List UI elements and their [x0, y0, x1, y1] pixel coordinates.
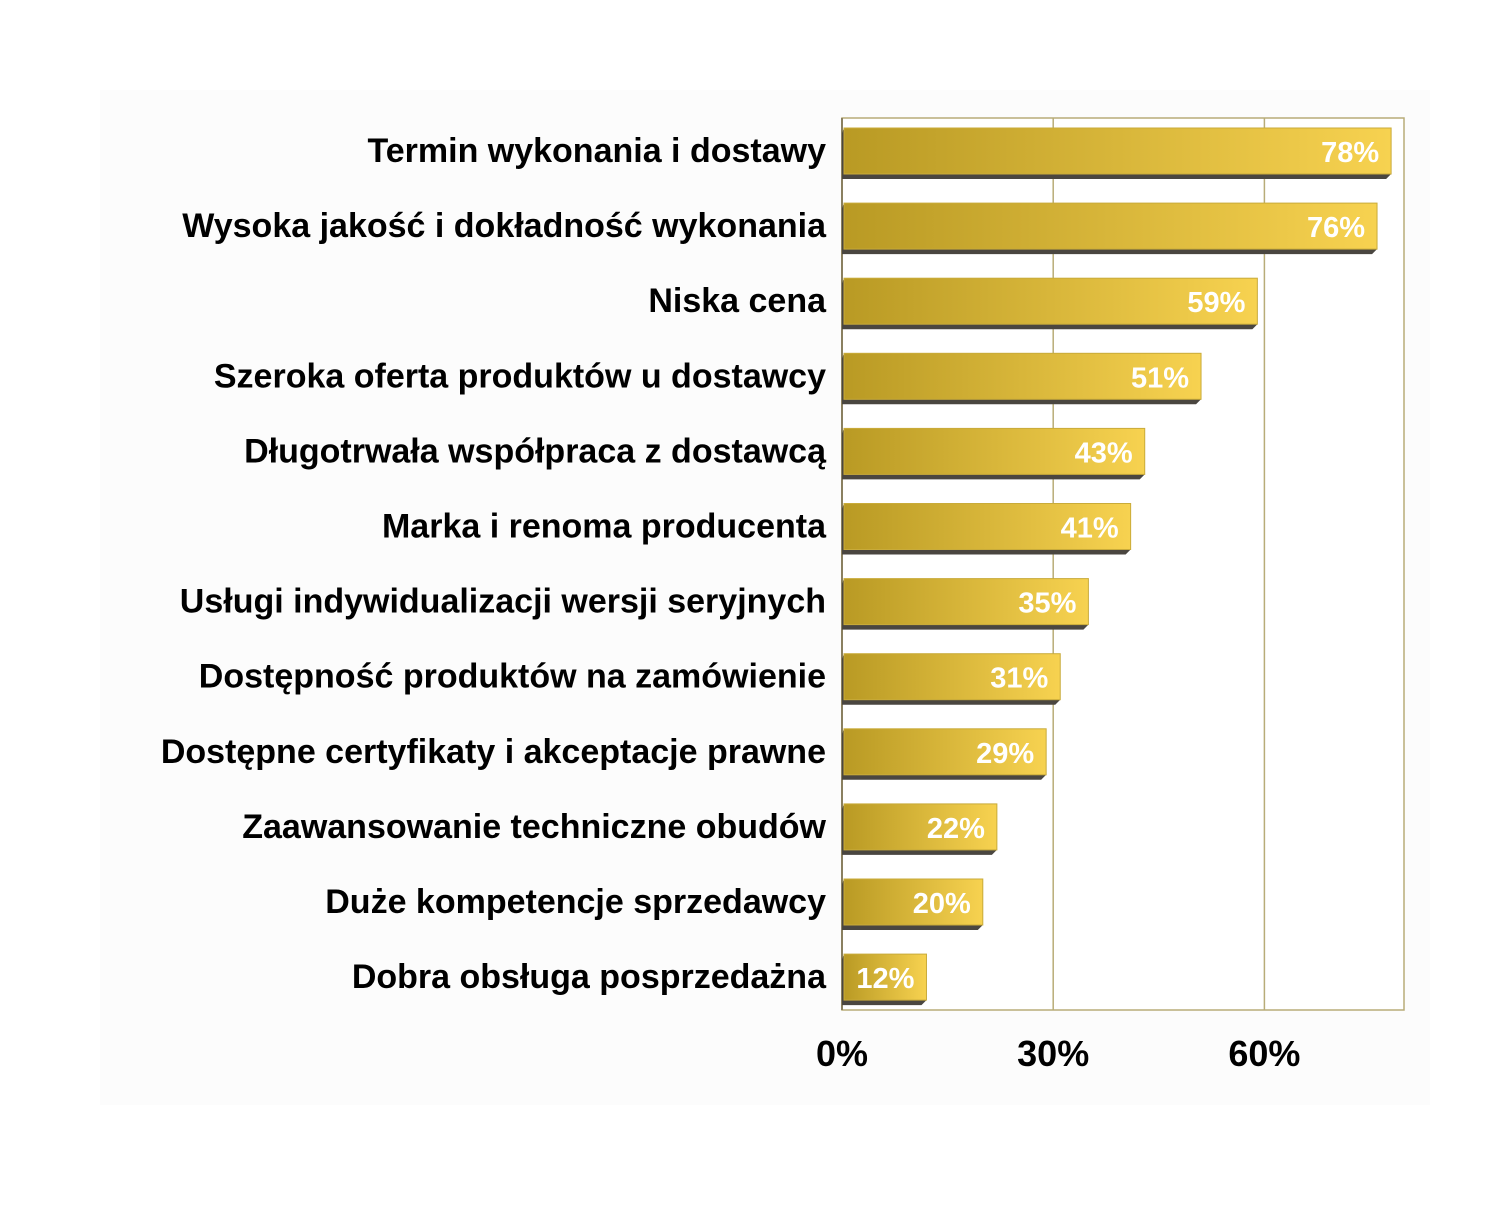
gridlines [841, 117, 1405, 1011]
bar-group: 41% [842, 503, 1132, 555]
category-label: Duże kompetencje sprzedawcy [325, 883, 826, 921]
bar-group: 35% [842, 578, 1089, 630]
bar [843, 578, 1089, 626]
x-tick-label: 30% [1017, 1033, 1089, 1074]
bar [843, 803, 998, 851]
bar-group: 20% [842, 878, 984, 930]
value-label: 22% [927, 813, 985, 845]
bar-group: 76% [842, 202, 1378, 255]
x-tick-label: 60% [1228, 1033, 1300, 1074]
bar-group: 31% [842, 653, 1061, 705]
category-label: Marka i renoma producenta [382, 508, 827, 546]
value-label: 12% [856, 963, 914, 995]
category-labels: Termin wykonania i dostawy Wysoka jakość … [161, 132, 827, 996]
bar-group: 51% [842, 352, 1202, 405]
plot-frame [841, 117, 1405, 1011]
value-label: 51% [1131, 362, 1189, 394]
value-label: 35% [1018, 588, 1076, 620]
bars: 78% 76% 59% 51% 43% 41% 35% 31% 29% 22% 20% 12% [842, 127, 1392, 1006]
bar-group: 43% [842, 427, 1146, 480]
bar [843, 878, 984, 926]
value-label: 43% [1075, 437, 1133, 469]
category-label: Dostępność produktów na zamówienie [199, 658, 826, 696]
category-label: Zaawansowanie techniczne obudów [242, 808, 826, 846]
value-label: 20% [913, 888, 971, 920]
category-label: Termin wykonania i dostawy [368, 132, 827, 170]
category-label: Wysoka jakość i dokładność wykonania [182, 207, 827, 245]
category-label: Szeroka oferta produktów u dostawcy [214, 357, 826, 395]
bar [843, 728, 1047, 776]
bar-group: 29% [842, 728, 1047, 780]
bar [843, 127, 1392, 175]
category-label: Długotrwała współpraca z dostawcą [244, 432, 827, 470]
x-axis-ticks: 0% 30% 60% [816, 1033, 1300, 1074]
value-label: 78% [1321, 137, 1379, 169]
category-label: Usługi indywidualizacji wersji seryjnych [180, 583, 826, 621]
value-label: 31% [990, 663, 1048, 695]
bar [843, 953, 927, 1001]
bar [843, 503, 1132, 550]
category-label: Dostępne certyfikaty i akceptacje prawne [161, 733, 826, 771]
bar-group: 78% [842, 127, 1392, 179]
x-tick-label: 0% [816, 1033, 868, 1074]
category-label: Niska cena [648, 282, 827, 320]
bar [843, 202, 1378, 250]
bar [843, 653, 1061, 701]
value-label: 76% [1307, 212, 1365, 244]
value-label: 41% [1061, 513, 1119, 545]
bar [843, 277, 1258, 325]
bar-group: 22% [842, 803, 998, 855]
bar-group: 59% [842, 277, 1258, 330]
value-label: 59% [1187, 287, 1245, 319]
category-label: Dobra obsługa posprzedażna [352, 958, 827, 996]
value-label: 29% [976, 738, 1034, 770]
bar-group: 12% [842, 953, 927, 1006]
bar [843, 427, 1146, 475]
bar [843, 352, 1202, 400]
